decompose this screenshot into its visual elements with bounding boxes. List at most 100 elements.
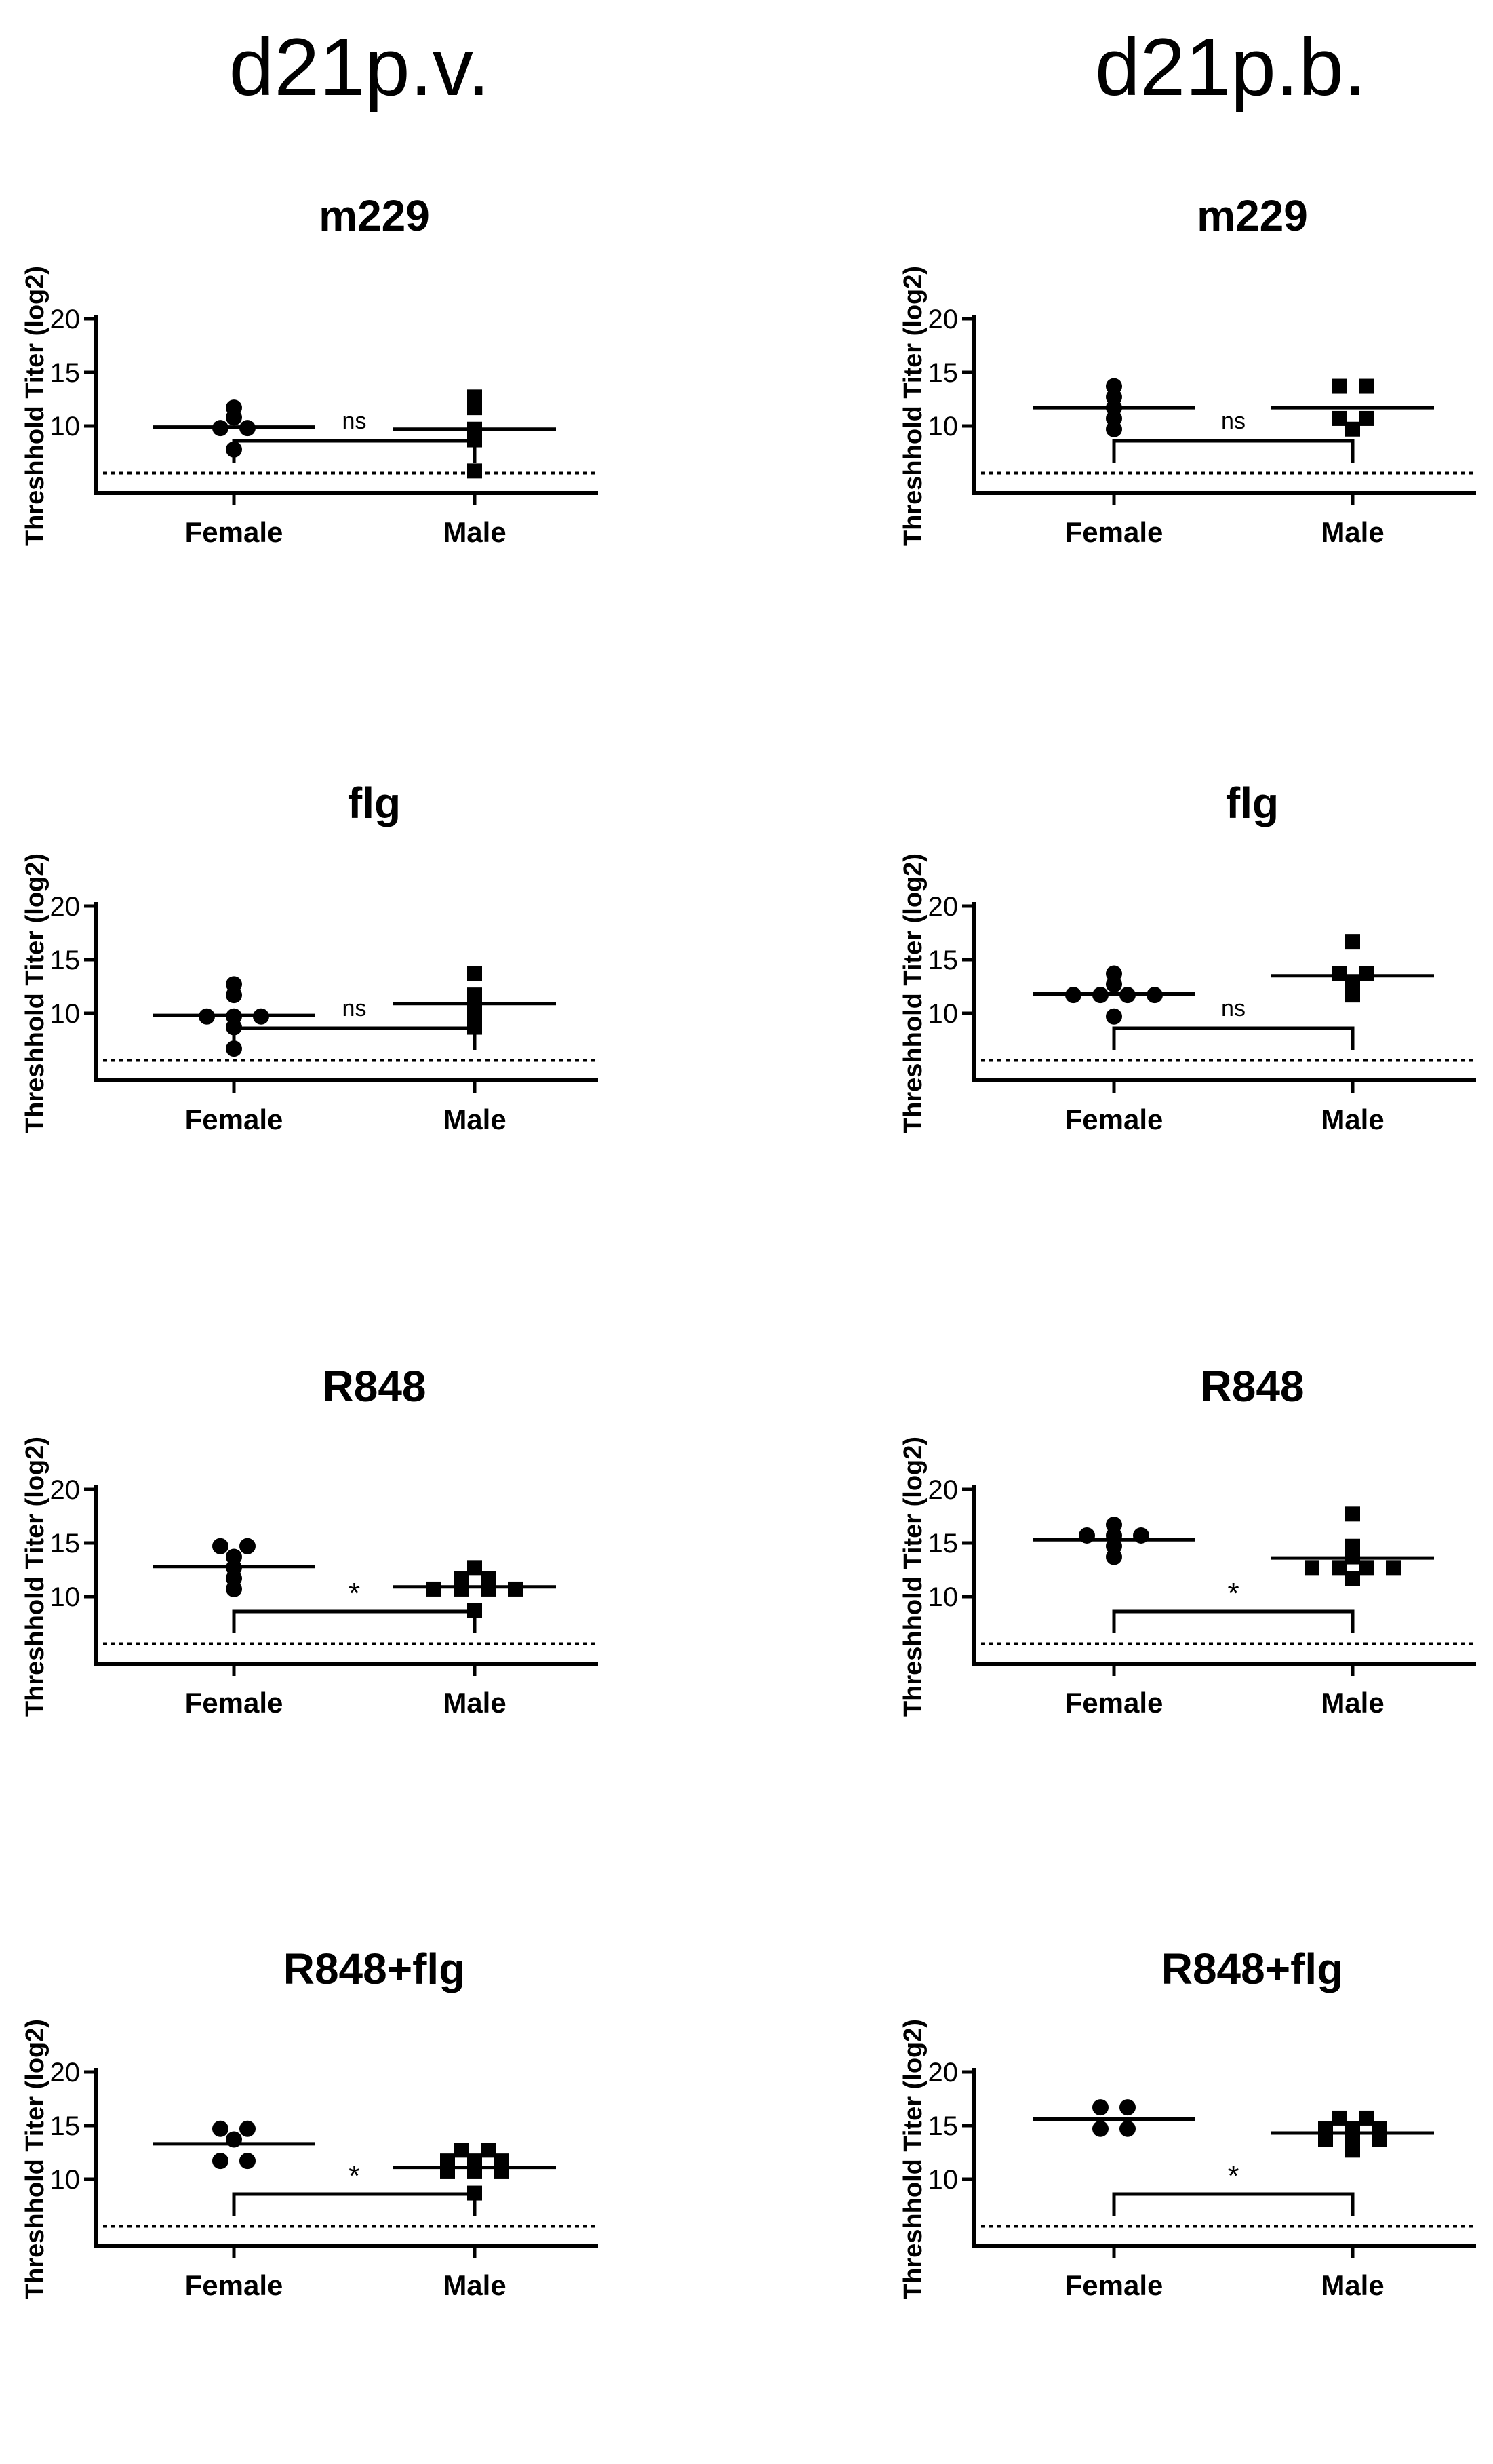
panel-title: R848 (1201, 1362, 1305, 1411)
data-point-male (467, 389, 482, 405)
y-tick-label: 20 (928, 2058, 959, 2088)
significance-label: * (349, 1577, 360, 1610)
data-point-male (1332, 966, 1347, 981)
data-point-female (212, 1538, 228, 1554)
data-point-female (1092, 2099, 1109, 2116)
panel-title: m229 (1197, 191, 1308, 240)
data-point-male (1332, 410, 1347, 426)
y-axis-title: Threshhold Titer (log2) (21, 1436, 49, 1717)
data-point-male (426, 1581, 441, 1597)
column-title-left: d21p.v. (229, 22, 490, 113)
data-point-male (1305, 1560, 1319, 1576)
data-point-male (454, 2143, 469, 2158)
data-point-male (1359, 966, 1374, 981)
y-tick-label: 20 (928, 1475, 959, 1505)
y-tick-label: 10 (50, 412, 81, 442)
significance-label: ns (1221, 996, 1246, 1021)
data-point-male (1386, 1560, 1401, 1576)
data-point-female (239, 2120, 256, 2137)
chart-panel-pv-r848-flg: R848+flg 10 15 20 Female Male Threshhold Titer… (21, 1944, 598, 2301)
y-axis-title: Threshhold Titer (log2) (21, 266, 49, 546)
data-point-female (226, 399, 242, 416)
y-axis-title: Threshhold Titer (log2) (899, 266, 928, 546)
chart-panel-pv-flg: flg 10 15 20 Female Male Threshhold Titer (log… (21, 779, 598, 1135)
significance-label: * (349, 2159, 360, 2193)
chart-panel-pb-m229: m229 10 15 20 Female Male Threshhold Titer (lo… (899, 191, 1476, 548)
chart-panel-pb-r848-flg: R848+flg 10 15 20 Female Male Threshhold Titer… (899, 1944, 1476, 2301)
significance-bracket (232, 439, 477, 463)
column-title-right: d21p.b. (1095, 22, 1366, 113)
y-tick-label: 15 (50, 2111, 81, 2141)
y-tick-label: 10 (928, 1582, 959, 1612)
data-point-female (1119, 2120, 1136, 2137)
chart-panel-pb-r848: R848 10 15 20 Female Male Threshhold Titer (lo… (899, 1362, 1476, 1719)
data-point-male (1332, 2110, 1347, 2126)
data-point-male (467, 966, 482, 981)
data-point-female (1106, 1517, 1122, 1533)
significance-bracket (232, 2192, 477, 2216)
y-tick-label: 20 (50, 892, 81, 922)
data-point-male (1332, 1560, 1347, 1576)
data-point-male (1345, 1538, 1360, 1554)
x-tick-label: Female (185, 1687, 283, 1719)
data-point-male (454, 1571, 469, 1586)
data-point-male (467, 2153, 482, 2169)
data-point-female (212, 2153, 228, 2170)
data-point-male (1359, 410, 1374, 426)
significance-label: ns (1221, 408, 1246, 434)
y-tick-label: 15 (928, 945, 959, 975)
y-tick-label: 20 (50, 305, 81, 334)
y-axis-title: Threshhold Titer (log2) (21, 853, 49, 1133)
data-point-female (1092, 2120, 1109, 2137)
y-tick-label: 15 (50, 945, 81, 975)
y-tick-label: 20 (928, 305, 959, 334)
y-axis-title: Threshhold Titer (log2) (21, 2019, 49, 2299)
x-tick-label: Female (1065, 1687, 1163, 1719)
x-tick-label: Female (185, 2269, 283, 2301)
y-tick-label: 20 (50, 2058, 81, 2088)
significance-label: * (1227, 2159, 1239, 2193)
y-tick-label: 15 (50, 1529, 81, 1559)
x-tick-label: Male (1321, 516, 1384, 548)
data-point-male (467, 463, 482, 479)
data-point-female (212, 2120, 228, 2137)
significance-label: * (1227, 1577, 1239, 1610)
x-tick-label: Female (1065, 2269, 1163, 2301)
y-tick-label: 20 (928, 892, 959, 922)
data-point-male (1332, 378, 1347, 394)
panels-group: m229 10 15 20 Female Male Threshhold Titer (lo… (21, 191, 1476, 2301)
x-tick-label: Male (443, 2269, 506, 2301)
significance-bracket (1112, 1609, 1355, 1633)
data-point-female (226, 1548, 242, 1565)
y-tick-label: 10 (928, 999, 959, 1029)
data-point-male (494, 2153, 509, 2169)
panel-title: R848+flg (1161, 1944, 1344, 1993)
data-point-male (508, 1581, 523, 1597)
y-axis-title: Threshhold Titer (log2) (899, 2019, 928, 2299)
x-tick-label: Male (1321, 1687, 1384, 1719)
x-tick-label: Female (185, 1103, 283, 1135)
significance-bracket (232, 1609, 477, 1633)
y-tick-label: 10 (50, 999, 81, 1029)
significance-bracket (232, 1026, 477, 1050)
data-point-female (1106, 1008, 1122, 1025)
x-tick-label: Male (1321, 2269, 1384, 2301)
x-tick-label: Male (443, 516, 506, 548)
y-tick-label: 20 (50, 1475, 81, 1505)
y-tick-label: 15 (50, 358, 81, 388)
x-tick-label: Female (1065, 516, 1163, 548)
panel-title: m229 (319, 191, 430, 240)
x-tick-label: Male (443, 1687, 506, 1719)
data-point-female (1106, 965, 1122, 982)
data-point-male (481, 1571, 496, 1586)
data-point-male (1345, 421, 1360, 437)
data-point-male (1345, 1506, 1360, 1522)
data-point-female (226, 976, 242, 993)
y-tick-label: 10 (928, 412, 959, 442)
data-point-male (1345, 1571, 1360, 1586)
y-tick-label: 10 (50, 1582, 81, 1612)
data-point-male (467, 987, 482, 1003)
data-point-male (1359, 378, 1374, 394)
x-tick-label: Male (1321, 1103, 1384, 1135)
